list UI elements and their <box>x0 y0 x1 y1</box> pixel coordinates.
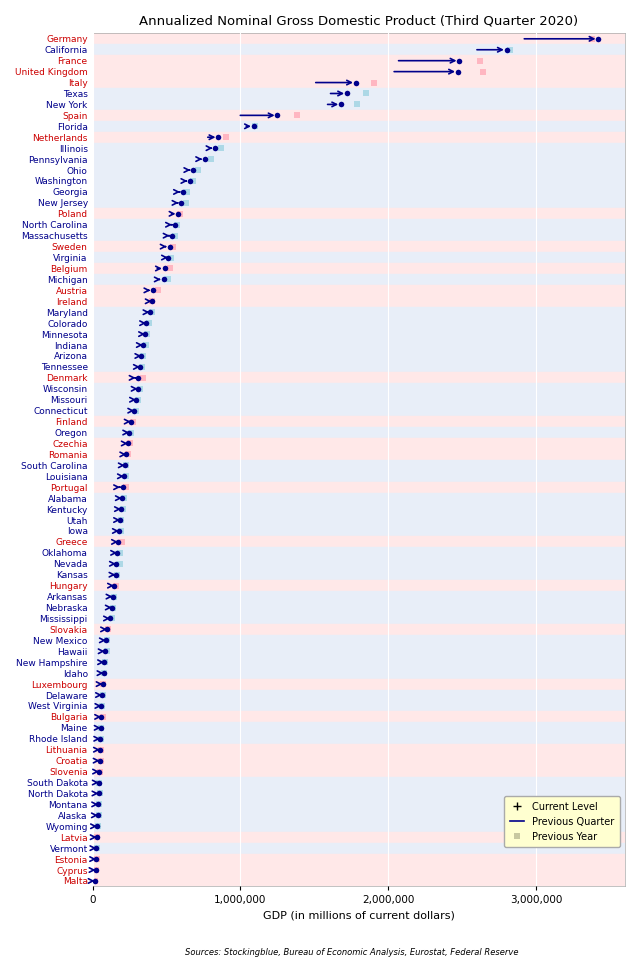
Bar <box>93 460 625 470</box>
Bar <box>93 274 625 285</box>
Bar <box>93 395 625 405</box>
Bar <box>93 504 625 515</box>
Bar <box>93 657 625 667</box>
Bar <box>93 591 625 602</box>
Bar <box>93 624 625 635</box>
Bar <box>93 580 625 591</box>
Bar <box>93 449 625 460</box>
Bar <box>93 372 625 383</box>
Bar <box>93 143 625 154</box>
Bar <box>93 77 625 88</box>
Bar <box>93 701 625 711</box>
Bar <box>93 865 625 876</box>
Bar <box>93 559 625 569</box>
Bar <box>93 679 625 689</box>
Bar <box>93 252 625 263</box>
Bar <box>93 66 625 77</box>
Bar <box>93 744 625 756</box>
Bar <box>93 198 625 208</box>
Bar <box>93 44 625 56</box>
Bar <box>93 132 625 143</box>
Bar <box>93 164 625 176</box>
Text: Sources: Stockingblue, Bureau of Economic Analysis, Eurostat, Federal Reserve: Sources: Stockingblue, Bureau of Economi… <box>185 948 519 957</box>
Bar <box>93 296 625 307</box>
Bar <box>93 602 625 613</box>
Bar <box>93 263 625 274</box>
Bar <box>93 689 625 701</box>
Bar <box>93 613 625 624</box>
Bar <box>93 799 625 810</box>
Bar <box>93 788 625 799</box>
Legend: Current Level, Previous Quarter, Previous Year: Current Level, Previous Quarter, Previou… <box>504 796 620 848</box>
Bar <box>93 667 625 679</box>
Bar <box>93 831 625 843</box>
Bar <box>93 318 625 328</box>
Bar <box>93 405 625 416</box>
Bar <box>93 492 625 504</box>
Bar <box>93 416 625 427</box>
Bar <box>93 470 625 482</box>
Bar <box>93 88 625 99</box>
Bar <box>93 362 625 372</box>
Bar <box>93 438 625 449</box>
Bar <box>93 241 625 252</box>
Bar <box>93 635 625 646</box>
Bar <box>93 569 625 580</box>
Bar <box>93 547 625 559</box>
Title: Annualized Nominal Gross Domestic Product (Third Quarter 2020): Annualized Nominal Gross Domestic Produc… <box>140 15 579 28</box>
Bar <box>93 427 625 438</box>
Bar <box>93 186 625 198</box>
Bar <box>93 821 625 831</box>
Bar <box>93 285 625 296</box>
Bar <box>93 525 625 537</box>
Bar <box>93 34 625 44</box>
Bar <box>93 219 625 230</box>
Bar <box>93 646 625 657</box>
Bar <box>93 350 625 362</box>
Bar <box>93 307 625 318</box>
Bar <box>93 777 625 788</box>
Bar <box>93 230 625 241</box>
Bar <box>93 843 625 853</box>
Bar <box>93 722 625 733</box>
Bar <box>93 154 625 164</box>
Bar <box>93 733 625 744</box>
Bar <box>93 99 625 109</box>
Bar <box>93 876 625 886</box>
Bar <box>93 756 625 766</box>
Bar <box>93 121 625 132</box>
Bar <box>93 383 625 395</box>
Bar <box>93 810 625 821</box>
Bar <box>93 208 625 219</box>
Bar <box>93 766 625 777</box>
Bar <box>93 515 625 525</box>
X-axis label: GDP (in millions of current dollars): GDP (in millions of current dollars) <box>263 911 455 921</box>
Bar <box>93 176 625 186</box>
Bar <box>93 340 625 350</box>
Bar <box>93 482 625 492</box>
Bar <box>93 537 625 547</box>
Bar <box>93 109 625 121</box>
Bar <box>93 711 625 722</box>
Bar <box>93 853 625 865</box>
Bar <box>93 56 625 66</box>
Bar <box>93 328 625 340</box>
